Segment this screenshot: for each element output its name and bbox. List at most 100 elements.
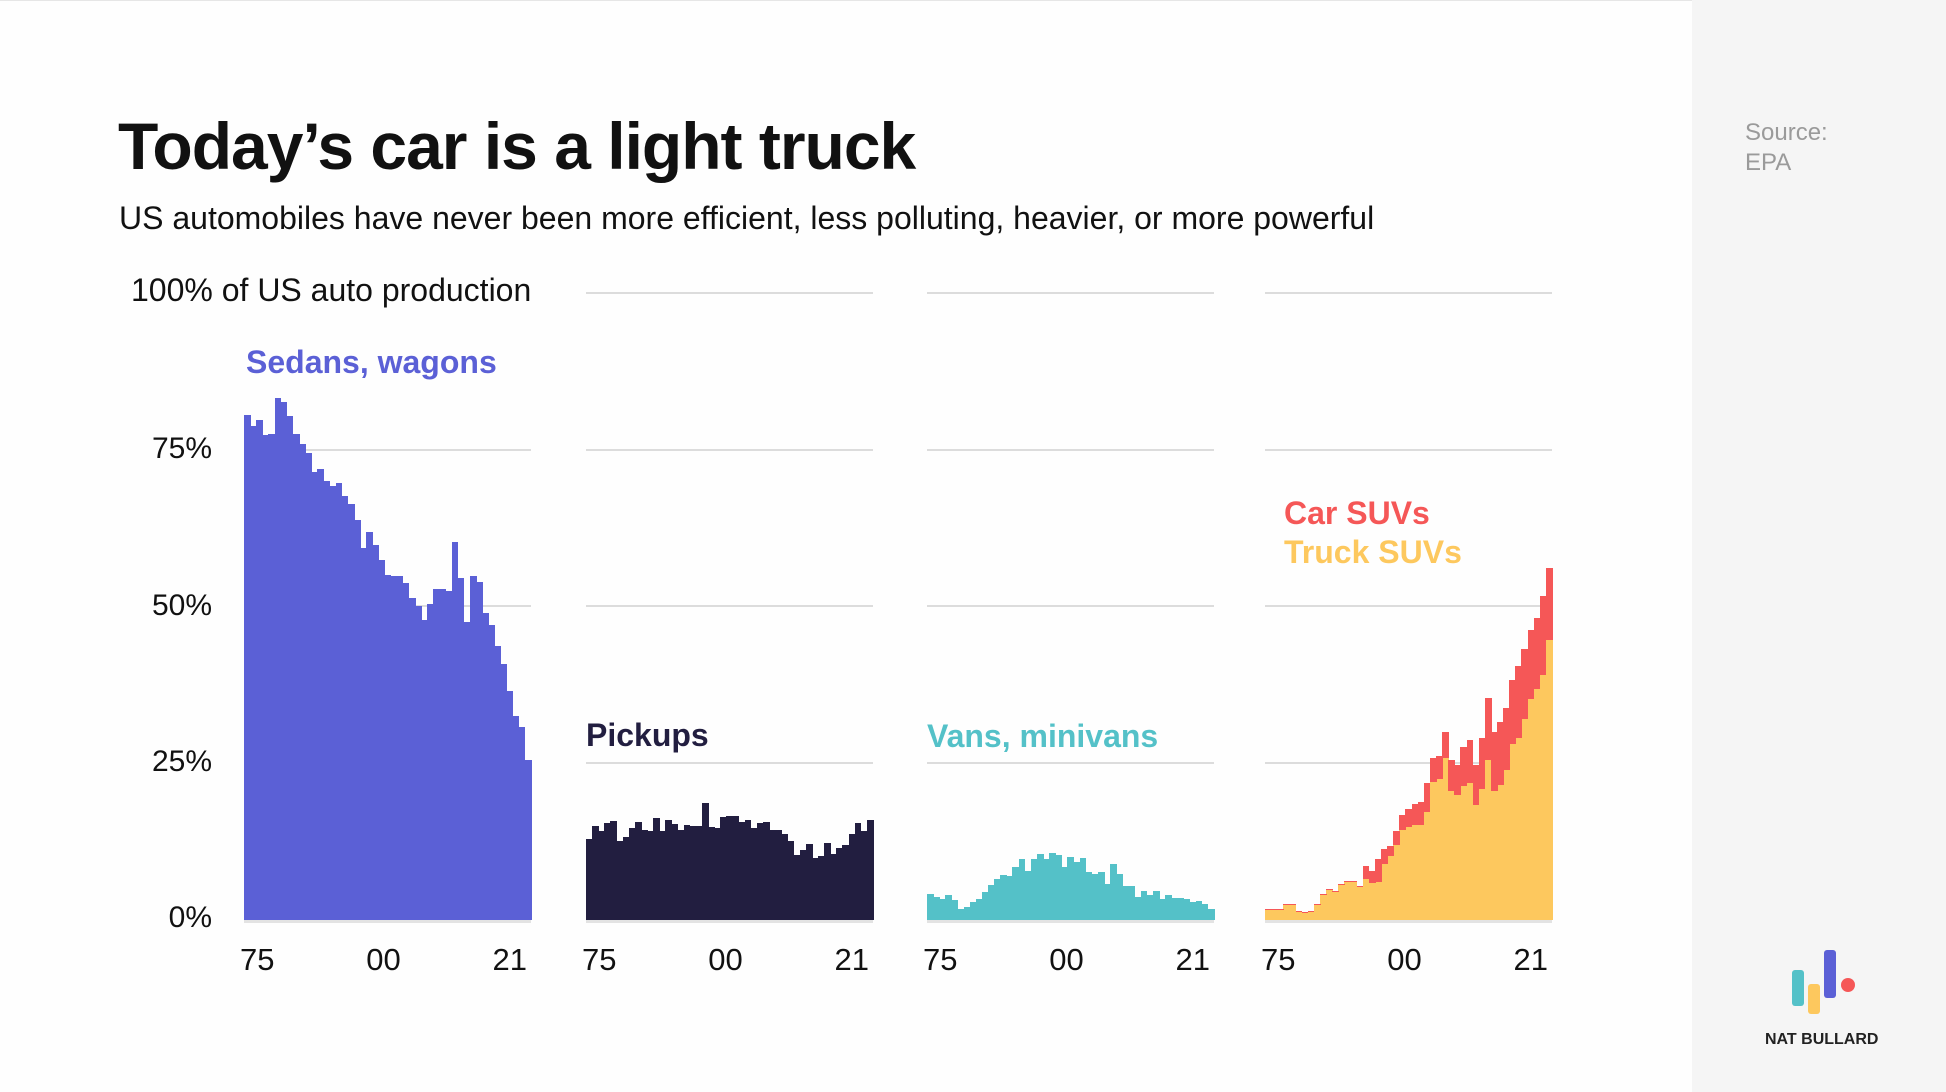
source-label: Source:	[1745, 119, 1828, 146]
bar-pickups-2007	[781, 833, 789, 920]
bar-vans-minivans-1988	[1006, 876, 1014, 920]
bar-pickups-2019	[854, 822, 862, 920]
bar-pickups-1996	[714, 827, 721, 920]
brand-name: NAT BULLARD	[1765, 1031, 1879, 1048]
y-tick-50: 50%	[151, 589, 212, 622]
top-divider	[0, 0, 1692, 1]
bar-pickups-1986	[653, 817, 660, 920]
bar-car-suvs-1997	[1399, 814, 1407, 831]
bar-pickups-1976	[592, 826, 599, 920]
bar-car-suvs-1981	[1301, 911, 1309, 913]
bar-truck-suvs-2002	[1429, 781, 1437, 920]
bar-sedans-wagons-1977	[256, 419, 263, 920]
bar-truck-suvs-2008	[1466, 782, 1474, 920]
bar-sedans-wagons-2005	[427, 603, 434, 920]
bar-car-suvs-1977	[1277, 908, 1284, 910]
bar-truck-suvs-1979	[1289, 904, 1297, 920]
bar-car-suvs-2000	[1417, 802, 1425, 826]
x-tick-21: 21	[492, 942, 528, 977]
bar-vans-minivans-1975	[927, 893, 934, 920]
bar-sedans-wagons-1989	[329, 486, 337, 920]
bar-vans-minivans-2001	[1085, 872, 1093, 920]
bar-sedans-wagons-1992	[347, 503, 355, 920]
bar-truck-suvs-2012	[1490, 791, 1498, 920]
bar-truck-suvs-1985	[1326, 889, 1333, 920]
bar-truck-suvs-1984	[1319, 894, 1327, 920]
bar-vans-minivans-1982	[969, 901, 977, 920]
x-axis-baseline	[1265, 920, 1552, 923]
bar-car-suvs-2021	[1545, 568, 1553, 640]
bar-sedans-wagons-2009	[451, 541, 459, 920]
bar-sedans-wagons-1996	[372, 545, 379, 920]
bar-car-suvs-2013	[1497, 721, 1504, 785]
bar-car-suvs-1992	[1368, 871, 1376, 884]
x-tick-00: 00	[1387, 942, 1422, 977]
bar-car-suvs-1996	[1393, 831, 1400, 845]
bar-vans-minivans-1995	[1049, 853, 1056, 920]
brand-logo-icon	[1788, 948, 1858, 1014]
bar-truck-suvs-1997	[1399, 830, 1407, 920]
bar-sedans-wagons-1995	[366, 531, 373, 920]
bar-vans-minivans-1985	[988, 884, 995, 920]
bar-vans-minivans-1997	[1061, 866, 1069, 920]
bar-truck-suvs-2010	[1478, 789, 1486, 920]
bar-car-suvs-1993	[1374, 859, 1382, 882]
bar-sedans-wagons-1997	[378, 560, 386, 920]
bar-vans-minivans-1983	[975, 898, 983, 920]
bar-car-suvs-2009	[1472, 764, 1480, 806]
bar-sedans-wagons-1976	[250, 426, 257, 920]
bar-vans-minivans-2019	[1195, 901, 1203, 920]
bar-car-suvs-1983	[1313, 903, 1321, 905]
bar-sedans-wagons-2013	[476, 581, 483, 920]
bar-pickups-1997	[720, 817, 728, 920]
bar-car-suvs-1979	[1289, 903, 1297, 905]
bar-vans-minivans-2015	[1171, 898, 1178, 920]
bar-vans-minivans-2017	[1183, 898, 1191, 920]
bar-sedans-wagons-1998	[384, 575, 392, 920]
bar-truck-suvs-2013	[1497, 784, 1504, 920]
bar-pickups-2009	[793, 854, 801, 920]
bar-car-suvs-2006	[1454, 764, 1461, 796]
bar-car-suvs-1984	[1319, 893, 1327, 895]
panel-sedans	[244, 294, 532, 923]
y-axis-label: 100% of US auto production	[131, 272, 532, 308]
bar-vans-minivans-1976	[933, 896, 940, 920]
bar-truck-suvs-2021	[1545, 639, 1553, 920]
bar-truck-suvs-1992	[1368, 883, 1376, 920]
chart-title: Today’s car is a light truck	[118, 109, 916, 183]
bar-vans-minivans-1998	[1067, 857, 1075, 920]
bar-vans-minivans-2013	[1159, 899, 1166, 920]
bar-sedans-wagons-2011	[463, 622, 471, 920]
bar-pickups-1987	[659, 831, 666, 920]
bar-vans-minivans-2000	[1079, 858, 1087, 920]
bar-car-suvs-2014	[1503, 707, 1510, 771]
bar-vans-minivans-1978	[945, 894, 953, 920]
bar-pickups-2006	[775, 830, 782, 920]
bar-pickups-1984	[640, 830, 648, 920]
bar-car-suvs-1986	[1332, 890, 1339, 892]
bar-sedans-wagons-1982	[286, 416, 294, 920]
gridline-75	[1265, 448, 1552, 451]
bar-vans-minivans-2020	[1201, 903, 1209, 920]
bar-car-suvs-1978	[1283, 904, 1291, 905]
series-label-vans: Vans, minivans	[927, 718, 1159, 754]
bar-truck-suvs-1995	[1387, 855, 1394, 920]
bar-vans-minivans-2021	[1207, 909, 1215, 920]
bar-car-suvs-1990	[1356, 886, 1364, 887]
bar-sedans-wagons-2019	[512, 715, 520, 920]
bar-pickups-2012	[811, 858, 819, 920]
bar-vans-minivans-1979	[951, 899, 959, 920]
bar-sedans-wagons-2004	[421, 619, 428, 920]
bar-sedans-wagons-1986	[311, 471, 318, 920]
bar-car-suvs-2019	[1533, 617, 1541, 690]
bar-pickups-2005	[769, 829, 776, 920]
bar-pickups-2003	[756, 822, 764, 920]
x-tick-21: 21	[1513, 942, 1549, 977]
bar-vans-minivans-1991	[1024, 870, 1032, 920]
bar-vans-minivans-2003	[1097, 872, 1105, 920]
bar-car-suvs-2004	[1442, 732, 1449, 758]
gridline-50	[586, 605, 873, 607]
bar-vans-minivans-1989	[1012, 866, 1020, 920]
bar-pickups-2004	[763, 821, 770, 920]
bar-truck-suvs-1993	[1374, 881, 1382, 920]
